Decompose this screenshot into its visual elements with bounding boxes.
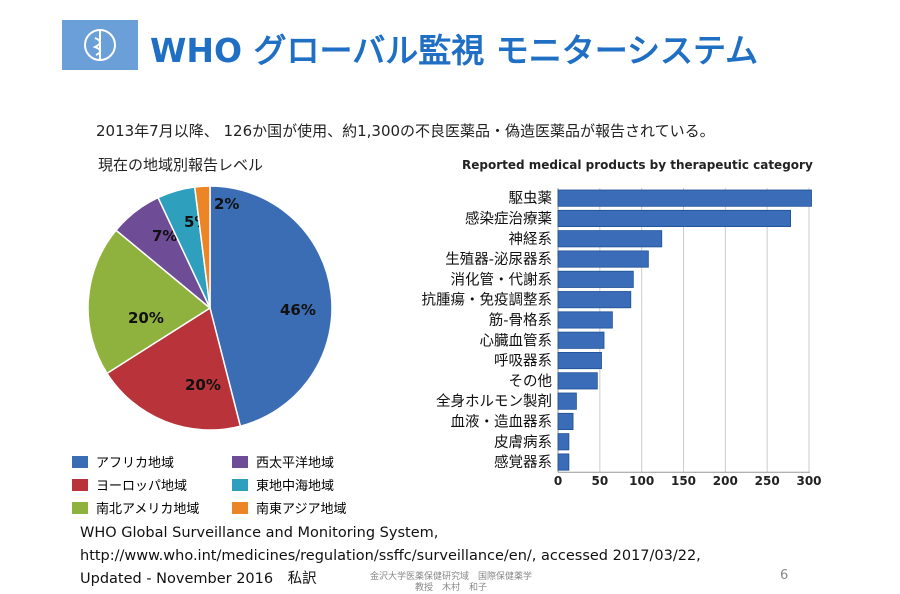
who-logo — [62, 20, 138, 70]
legend-item: 南北アメリカ地域 — [72, 498, 232, 517]
citation-line: WHO Global Surveillance and Monitoring S… — [80, 525, 439, 541]
category-label: 抗腫瘍・免疫調整系 — [422, 291, 553, 309]
source-citation: WHO Global Surveillance and Monitoring S… — [80, 522, 701, 591]
pie-label: 20% — [128, 309, 164, 327]
pie-slice — [105, 306, 242, 431]
legend-label: アフリカ地域 — [96, 456, 175, 471]
legend-label: 東地中海地域 — [256, 479, 335, 494]
category-label: 神経系 — [509, 231, 553, 248]
legend-swatch — [232, 501, 248, 514]
category-label: 消化管・代謝系 — [451, 271, 553, 288]
x-tick-label: 300 — [796, 474, 821, 488]
bar — [557, 331, 605, 349]
pie-slice — [193, 185, 211, 309]
legend-label: ヨーロッパ地域 — [96, 479, 188, 494]
x-tick-label: 250 — [755, 474, 780, 488]
legend-label: 西太平洋地域 — [256, 456, 335, 471]
institution: 金沢大学医薬保健研究域 国際保健薬学 教授 木村 和子 — [370, 572, 532, 594]
citation-line: Updated - November 2016 私訳 — [80, 571, 317, 587]
legend-item: ヨーロッパ地域 — [72, 475, 232, 494]
category-label: 感染症治療薬 — [465, 210, 552, 227]
page-title: WHO グローバル監視 モニターシステム — [150, 31, 759, 70]
bar — [557, 311, 613, 329]
institution-name: 金沢大学医薬保健研究域 国際保健薬学 — [370, 572, 533, 582]
legend-swatch — [72, 478, 88, 491]
bar — [557, 209, 791, 227]
pie-slice — [87, 229, 212, 375]
category-label: 感覚器系 — [494, 454, 552, 471]
pie-label: 7% — [152, 227, 177, 245]
legend-swatch — [72, 501, 88, 514]
bar — [557, 453, 570, 471]
category-label: 呼吸器系 — [494, 353, 552, 370]
x-tick-label: 50 — [591, 474, 608, 488]
bar — [557, 412, 574, 431]
pie-label: 46% — [280, 301, 316, 319]
legend-item: 西太平洋地域 — [232, 452, 372, 471]
legend-item: 東地中海地域 — [232, 475, 372, 494]
pie-legend: アフリカ地域 西太平洋地域ヨーロッパ地域 東地中海地域南北アメリカ地域 南東アジア地域 — [72, 452, 372, 517]
bar — [557, 230, 663, 248]
category-label: 生殖器-泌尿器系 — [445, 251, 552, 268]
pie-title: 現在の地域別報告レベル — [98, 156, 264, 174]
x-tick-label: 100 — [629, 474, 654, 488]
category-label: 全身ホルモン製剤 — [436, 392, 552, 410]
bar — [557, 270, 634, 288]
category-label: 皮膚病系 — [494, 434, 552, 451]
pie-slice — [209, 185, 333, 428]
pie-label: 2% — [214, 195, 239, 213]
category-label: 心臓血管系 — [480, 332, 553, 349]
legend-label: 南東アジア地域 — [256, 502, 347, 517]
legend-swatch — [232, 478, 248, 491]
category-label: 血液・造血器系 — [451, 413, 553, 430]
bar — [557, 392, 577, 410]
legend-swatch — [232, 455, 248, 468]
category-label: その他 — [509, 373, 553, 390]
bar — [557, 433, 570, 451]
legend-item: 南東アジア地域 — [232, 498, 372, 517]
bar — [557, 189, 812, 207]
bar-chart: 0 50 100 150 200 250 300 駆虫薬感染症治療薬神経系生殖器-泌尿器系消化… — [422, 188, 822, 488]
legend-label: 南北アメリカ地域 — [96, 502, 200, 517]
page-number: 6 — [780, 568, 789, 583]
x-tick-label: 0 — [554, 474, 562, 488]
bar — [557, 351, 602, 370]
author-name: 教授 木村 和子 — [415, 583, 488, 593]
bar — [557, 291, 632, 309]
bar — [557, 372, 598, 390]
pie-chart: 46%20%20%7%5%2% — [87, 185, 333, 431]
legend-item: アフリカ地域 — [72, 452, 232, 471]
pie-label: 20% — [185, 376, 221, 394]
bar — [557, 250, 649, 268]
x-tick-label: 150 — [671, 474, 696, 488]
category-label: 筋-骨格系 — [489, 312, 552, 329]
intro-text: 2013年7月以降、 126か国が使用、約1,300の不良医薬品・偽造医薬品が報… — [96, 122, 715, 140]
category-label: 駆虫薬 — [509, 190, 553, 207]
bar-title: Reported medical products by therapeutic… — [462, 158, 813, 172]
legend-swatch — [72, 455, 88, 468]
x-tick-label: 200 — [713, 474, 738, 488]
citation-line: http://www.who.int/medicines/regulation/… — [80, 548, 701, 564]
